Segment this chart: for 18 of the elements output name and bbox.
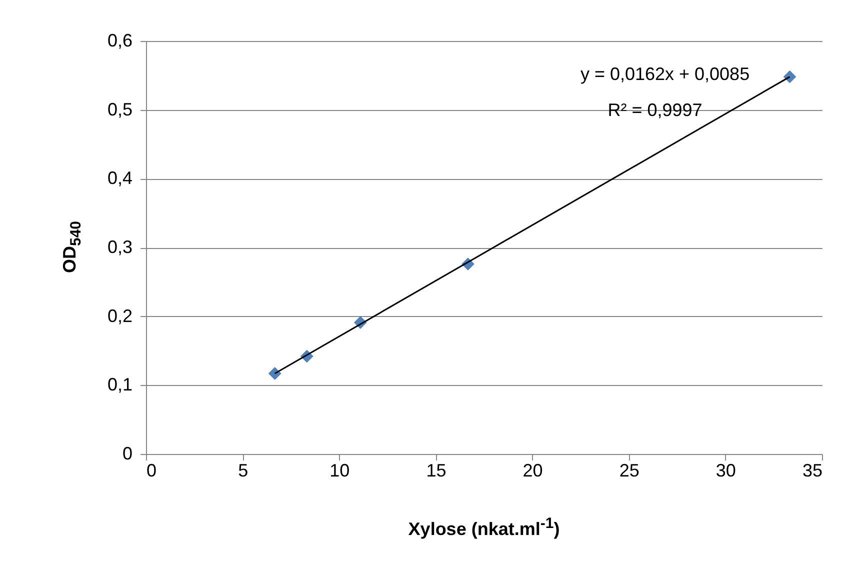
y-tick-label: 0,4	[107, 168, 132, 188]
y-tick-label: 0,3	[107, 237, 132, 257]
annotation: R² = 0,9997	[608, 100, 702, 120]
x-tick-label: 20	[522, 460, 543, 480]
x-tick-label: 10	[330, 460, 350, 480]
x-tick-label: 5	[238, 460, 248, 480]
x-tick-label: 35	[802, 460, 822, 480]
y-tick-label: 0,6	[107, 30, 132, 50]
y-tick-label: 0	[122, 444, 132, 464]
x-tick-label: 0	[146, 460, 157, 480]
annotation: y = 0,0162x + 0,0085	[580, 64, 750, 84]
x-tick-label: 25	[619, 460, 640, 480]
y-tick-label: 0,1	[107, 374, 132, 395]
x-tick-label: 30	[716, 460, 736, 480]
y-tick-label: 0,2	[107, 306, 132, 326]
y-tick-label: 0,5	[107, 99, 132, 120]
x-axis-title: Xylose (nkat.ml$^{-1}$)	[407, 515, 561, 540]
x-tick-label: 15	[426, 460, 446, 480]
